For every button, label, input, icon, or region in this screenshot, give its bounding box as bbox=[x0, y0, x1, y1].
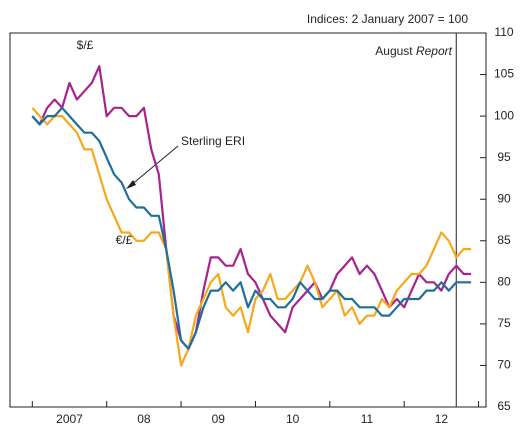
annotation-italic: Report bbox=[416, 44, 453, 58]
y-tick-label: 90 bbox=[497, 191, 511, 205]
annotation-text: August bbox=[375, 44, 413, 58]
series-line bbox=[31, 65, 472, 350]
series-label: $/£ bbox=[77, 38, 94, 52]
y-tick-label: 75 bbox=[497, 316, 511, 330]
y-tick-label: 100 bbox=[494, 108, 514, 122]
unit-label: Indices: 2 January 2007 = 100 bbox=[307, 12, 468, 26]
x-tick-label: 09 bbox=[212, 412, 226, 426]
arrow-head bbox=[126, 180, 136, 189]
x-tick-label: 11 bbox=[361, 412, 374, 426]
series-line bbox=[31, 107, 472, 367]
series-label: €/£ bbox=[116, 233, 133, 247]
y-tick-label: 85 bbox=[497, 233, 511, 247]
y-tick-label: 80 bbox=[497, 275, 511, 289]
x-tick-label: 08 bbox=[137, 412, 151, 426]
y-tick-label: 105 bbox=[494, 67, 514, 81]
x-tick-label: 2007 bbox=[56, 412, 83, 426]
plot-frame bbox=[9, 32, 487, 408]
x-tick-label: 10 bbox=[286, 412, 300, 426]
annotation: August Report bbox=[375, 44, 452, 58]
y-tick-label: 70 bbox=[497, 358, 511, 372]
series-line bbox=[31, 106, 472, 350]
y-tick-label: 110 bbox=[494, 25, 513, 39]
y-tick-label: 65 bbox=[497, 399, 511, 413]
series-label: Sterling ERI bbox=[181, 134, 245, 148]
x-tick-label: 12 bbox=[435, 412, 449, 426]
y-tick-label: 95 bbox=[497, 150, 511, 164]
arrow-line bbox=[129, 145, 179, 187]
